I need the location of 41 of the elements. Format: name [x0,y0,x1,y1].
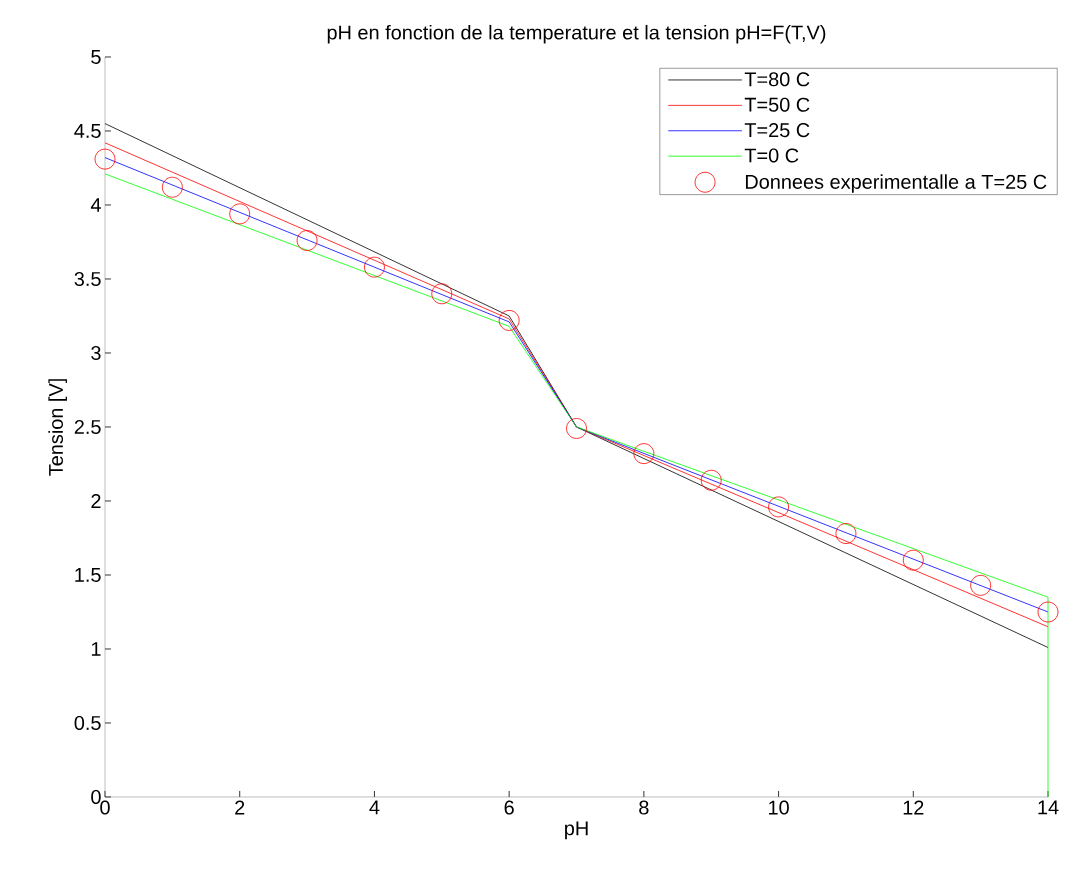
point [498,310,520,331]
x-tick-label: 4 [369,800,380,815]
y-tick-label: 2.5 [74,419,101,435]
y-tick-label: 4.5 [74,124,101,138]
legend-label: T=0 C [744,148,799,163]
point [835,523,857,544]
x-tick-label: 10 [769,800,789,815]
point [970,574,992,596]
legend-label: T=80 C [744,72,810,87]
x-tick-label: 8 [639,800,649,815]
y-tick-label: 1 [91,642,101,656]
y-tick-label: 3.5 [74,271,101,287]
point [229,203,251,225]
point [633,443,655,465]
point [902,549,924,571]
x-tick-label: 14 [1038,800,1059,815]
x-tick-label: 2 [235,800,245,815]
y-tick-label: 1.5 [75,568,101,582]
y-tick-label: 5 [91,50,101,64]
y-axis-title: Tension [V] [48,379,67,476]
x-tick-label: 6 [504,800,514,815]
y-tick-label: 0 [91,789,101,805]
y-tick-label: 2 [91,494,101,508]
point [1037,601,1059,623]
legend-label: T=25 C [744,123,810,138]
point [768,496,789,518]
legend-label: Donnees experimentalle a T=25 C [745,174,1047,193]
x-axis-title: pH [565,821,588,840]
chart-title: pH en fonction de la temperature et la tension pH=F(T,V) [327,24,826,44]
point [431,283,453,305]
y-tick-label: 0.5 [74,715,101,731]
x-tick-label: 12 [903,800,924,815]
point [566,418,587,439]
y-tick-label: 4 [90,198,101,212]
point [364,256,385,278]
y-tick-label: 3 [91,345,101,361]
point [296,230,318,251]
legend-label: T=50 C [744,97,810,112]
point [700,469,722,491]
point [94,148,116,170]
point [161,176,183,198]
